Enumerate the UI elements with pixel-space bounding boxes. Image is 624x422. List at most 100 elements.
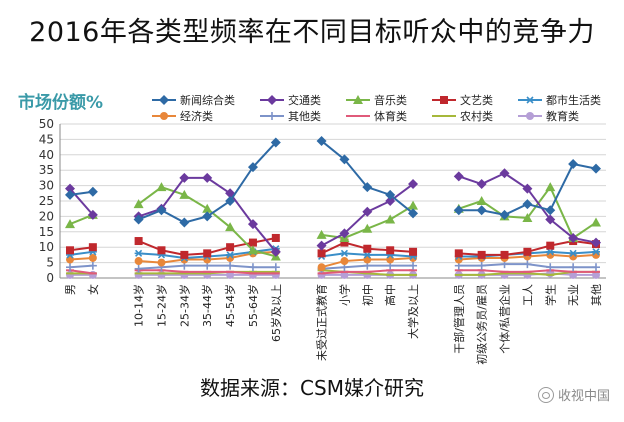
data-point: [133, 214, 144, 225]
data-point: [408, 179, 419, 190]
data-point: [160, 112, 168, 120]
data-point: [526, 96, 534, 104]
data-point: [522, 183, 533, 194]
data-point: [88, 243, 97, 252]
data-point: [546, 241, 555, 250]
x-tick-label: 10-14岁: [132, 284, 146, 327]
x-tick-label: 男: [64, 284, 77, 295]
data-point: [225, 196, 236, 206]
marker-stroke: [340, 249, 349, 257]
legend-label: 体育类: [374, 109, 407, 123]
data-point: [522, 199, 533, 210]
data-point: [202, 172, 213, 183]
data-point: [157, 246, 166, 255]
marker-stroke: [569, 249, 577, 257]
data-point: [157, 270, 166, 279]
data-point: [340, 238, 349, 247]
data-point: [134, 249, 143, 257]
data-point: [271, 233, 280, 242]
data-point: [159, 95, 169, 105]
data-point: [202, 211, 213, 222]
data-point: [268, 112, 276, 120]
data-point: [476, 205, 487, 216]
data-point: [134, 257, 143, 266]
legend-label: 农村类: [460, 109, 493, 123]
data-point: [385, 196, 396, 206]
legend-label: 文艺类: [460, 93, 493, 107]
legend-item: 音乐类: [346, 93, 407, 107]
watermark-text: 收视中国: [557, 389, 610, 404]
x-tick-label: 初中: [360, 284, 374, 306]
y-axis-label: 市场份额%: [18, 92, 103, 113]
data-point: [247, 245, 258, 255]
x-tick-label: 35-44岁: [200, 284, 214, 327]
chart-title: 2016年各类型频率在不同目标听众中的竞争力: [29, 17, 595, 48]
data-point: [476, 179, 487, 190]
data-point: [316, 229, 327, 239]
data-point: [477, 250, 486, 259]
data-point: [88, 261, 97, 270]
data-point: [453, 171, 464, 182]
data-point: [247, 162, 258, 173]
y-tick-label: 5: [46, 256, 54, 270]
data-point: [569, 249, 578, 257]
legend-item: 教育类: [518, 109, 579, 123]
data-point: [592, 248, 600, 256]
x-tick-label: 工人: [521, 284, 534, 306]
data-point: [353, 95, 363, 104]
marker-stroke: [546, 248, 554, 256]
series-line: [320, 140, 414, 215]
y-tick-label: 50: [39, 117, 54, 131]
data-point: [134, 264, 143, 273]
data-point: [409, 247, 418, 256]
series-line: [69, 188, 94, 216]
x-tick-label: 大学及以上: [406, 284, 420, 339]
data-point: [88, 253, 97, 262]
y-tick-label: 0: [46, 271, 54, 285]
x-tick-label: 干部/管理人员: [452, 284, 466, 354]
source-note: 数据来源：CSM媒介研究: [200, 376, 424, 400]
y-tick-label: 30: [39, 179, 54, 193]
x-tick-label: 未受过正式教育: [315, 284, 329, 361]
data-point: [546, 263, 555, 272]
x-tick-label: 其他: [590, 284, 603, 306]
data-point: [316, 135, 327, 146]
marker-stroke: [226, 251, 234, 259]
legend-item: 新闻综合类: [152, 93, 235, 107]
y-tick-label: 15: [39, 225, 54, 239]
data-point: [546, 248, 555, 256]
data-point: [339, 228, 350, 239]
data-point: [65, 189, 75, 200]
data-point: [385, 189, 396, 200]
x-tick-label: 女: [86, 284, 100, 295]
data-point: [267, 95, 277, 105]
legend-item: 都市生活类: [518, 93, 601, 107]
watermark: 收视中国: [537, 385, 610, 404]
data-point: [500, 250, 509, 259]
data-point: [179, 189, 190, 199]
data-point: [545, 214, 556, 225]
data-point: [523, 247, 532, 256]
x-tick-label: 学生: [543, 284, 557, 306]
data-point: [362, 182, 373, 193]
data-point: [362, 206, 373, 217]
x-tick-label: 无业: [567, 284, 580, 306]
data-point: [453, 205, 464, 216]
data-point: [202, 203, 213, 213]
marker-stroke: [592, 248, 600, 256]
x-tick-label: 25-34岁: [177, 284, 191, 327]
marker-stroke: [526, 96, 534, 104]
y-tick-label: 20: [39, 209, 54, 223]
data-point: [568, 159, 579, 170]
x-tick-label: 15-24岁: [154, 284, 168, 327]
data-point: [499, 168, 510, 179]
data-point: [522, 212, 533, 222]
data-point: [454, 249, 463, 258]
data-point: [409, 261, 418, 270]
x-tick-label: 65岁及以上: [269, 284, 283, 342]
legend-item: 农村类: [432, 109, 493, 123]
y-tick-label: 10: [39, 240, 54, 254]
series-line: [69, 213, 94, 226]
legend-item: 交通类: [260, 93, 321, 107]
